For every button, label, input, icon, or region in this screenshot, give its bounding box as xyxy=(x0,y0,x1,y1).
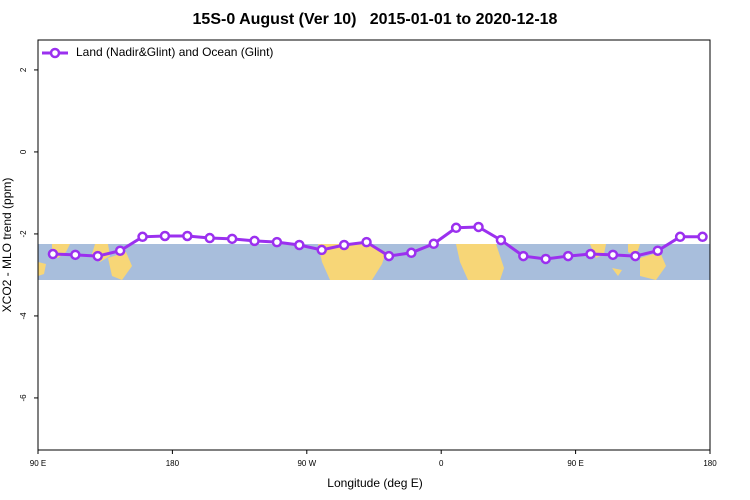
x-tick-label: 90 E xyxy=(567,459,583,468)
point xyxy=(697,231,708,243)
y-tick-label: 0 xyxy=(19,149,28,154)
point xyxy=(540,253,551,265)
point xyxy=(182,230,193,242)
point xyxy=(585,248,596,260)
point xyxy=(294,239,305,251)
point xyxy=(271,236,283,248)
point xyxy=(674,231,686,243)
y-tick-label: -6 xyxy=(19,394,28,402)
point xyxy=(406,247,417,259)
point xyxy=(383,250,395,262)
x-tick-label: 180 xyxy=(166,459,180,468)
point xyxy=(47,248,59,260)
point xyxy=(450,222,462,234)
legend-marker xyxy=(49,47,61,59)
point xyxy=(518,250,529,262)
chart-title: 15S-0 August (Ver 10) 2015-01-01 to 2020… xyxy=(193,11,558,28)
x-tick-label: 90 W xyxy=(297,459,316,468)
point xyxy=(159,230,171,242)
point xyxy=(226,233,238,245)
point xyxy=(92,250,103,262)
map-strip xyxy=(38,244,710,280)
legend-label: Land (Nadir&Glint) and Ocean (Glint) xyxy=(76,45,273,59)
point xyxy=(137,231,148,243)
point xyxy=(495,234,507,246)
y-axis-label: XCO2 - MLO trend (ppm) xyxy=(0,178,14,313)
point xyxy=(338,239,350,251)
y-tick-label: 2 xyxy=(19,67,28,72)
x-tick-label: 180 xyxy=(703,459,717,468)
point xyxy=(473,221,484,233)
point xyxy=(316,244,327,256)
point xyxy=(114,245,126,256)
x-tick-label: 0 xyxy=(439,459,444,468)
point xyxy=(249,235,260,247)
plot-frame xyxy=(37,39,711,451)
point xyxy=(607,249,619,261)
y-tick-label: -2 xyxy=(19,230,28,238)
point xyxy=(652,245,663,256)
point xyxy=(70,249,81,261)
point xyxy=(204,232,215,244)
y-tick-label: -4 xyxy=(19,312,28,320)
point xyxy=(428,238,439,250)
x-tick-label: 90 E xyxy=(30,459,46,468)
point xyxy=(630,250,641,262)
point xyxy=(361,236,372,248)
x-axis-label: Longitude (deg E) xyxy=(327,476,422,490)
point xyxy=(562,250,574,262)
